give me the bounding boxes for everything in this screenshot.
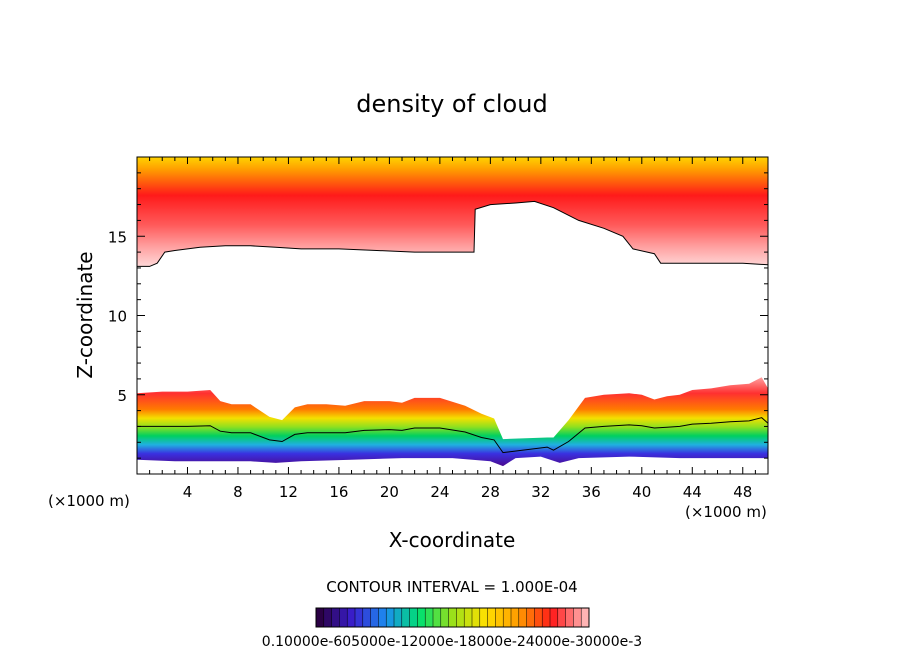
colorbar-band	[526, 608, 535, 627]
contour-interval-text: CONTOUR INTERVAL = 1.000E-04	[326, 578, 577, 596]
colorbar-band	[362, 608, 371, 627]
colorbar-frame	[315, 607, 590, 628]
plot-area	[137, 157, 768, 474]
upper-cloud-base-contour	[137, 200, 768, 267]
colorbar-band	[409, 608, 418, 627]
x-tick-label: 8	[233, 483, 243, 501]
colorbar-band	[511, 608, 520, 627]
x-tick-label: 36	[582, 483, 601, 501]
colorbar-band	[394, 608, 403, 627]
x-tick-label: 16	[329, 483, 348, 501]
x-tick-label: 28	[481, 483, 500, 501]
colorbar-band	[479, 608, 488, 627]
x-unit-right: (×1000 m)	[685, 503, 767, 521]
x-axis-ticks: 4 8 12 16 20 24 28 32 36 40 44 48	[149, 157, 756, 501]
colorbar-band	[355, 608, 364, 627]
x-tick-label: 48	[733, 483, 752, 501]
y-axis-label: Z-coordinate	[73, 251, 97, 378]
colorbar-band	[370, 608, 379, 627]
colorbar-band	[347, 608, 356, 627]
colorbar-band	[565, 608, 574, 627]
colorbar-band	[323, 608, 332, 627]
colorbar-labels: 0.10000e-605000e-12000e-18000e-24000e-30…	[262, 634, 642, 650]
colorbar-band	[401, 608, 410, 627]
x-tick-label: 12	[279, 483, 298, 501]
colorbar	[315, 608, 590, 627]
y-axis-ticks: 5 10 15	[108, 172, 768, 459]
colorbar-band	[495, 608, 504, 627]
colorbar-band	[472, 608, 481, 627]
y-tick-label: 5	[117, 387, 127, 405]
low-cloud-inner-contour	[137, 417, 768, 454]
x-tick-label: 20	[380, 483, 399, 501]
x-axis-label: X-coordinate	[389, 528, 516, 552]
colorbar-band	[378, 608, 387, 627]
x-tick-label: 44	[683, 483, 702, 501]
x-tick-label: 4	[183, 483, 193, 501]
x-tick-label: 24	[430, 483, 449, 501]
x-tick-label: 32	[531, 483, 550, 501]
colorbar-band	[581, 608, 590, 627]
y-tick-label: 10	[108, 308, 127, 326]
x-unit-left: (×1000 m)	[48, 492, 130, 510]
colorbar-band	[425, 608, 434, 627]
colorbar-band	[433, 608, 442, 627]
colorbar-band	[417, 608, 426, 627]
colorbar-band	[518, 608, 527, 627]
colorbar-band	[503, 608, 512, 627]
colorbar-band	[316, 608, 325, 627]
colorbar-band	[448, 608, 457, 627]
colorbar-band	[339, 608, 348, 627]
colorbar-band	[464, 608, 473, 627]
colorbar-band	[542, 608, 551, 627]
colorbar-band	[487, 608, 496, 627]
upper-cloud-field	[137, 157, 768, 267]
colorbar-band	[386, 608, 395, 627]
chart-title: density of cloud	[356, 90, 547, 118]
colorbar-band	[534, 608, 543, 627]
y-tick-label: 15	[108, 228, 127, 246]
colorbar-band	[456, 608, 465, 627]
colorbar-band	[331, 608, 340, 627]
x-tick-label: 40	[632, 483, 651, 501]
colorbar-band	[550, 608, 559, 627]
low-cloud-field	[137, 377, 768, 467]
colorbar-band	[440, 608, 449, 627]
colorbar-band	[557, 608, 566, 627]
colorbar-band	[573, 608, 582, 627]
